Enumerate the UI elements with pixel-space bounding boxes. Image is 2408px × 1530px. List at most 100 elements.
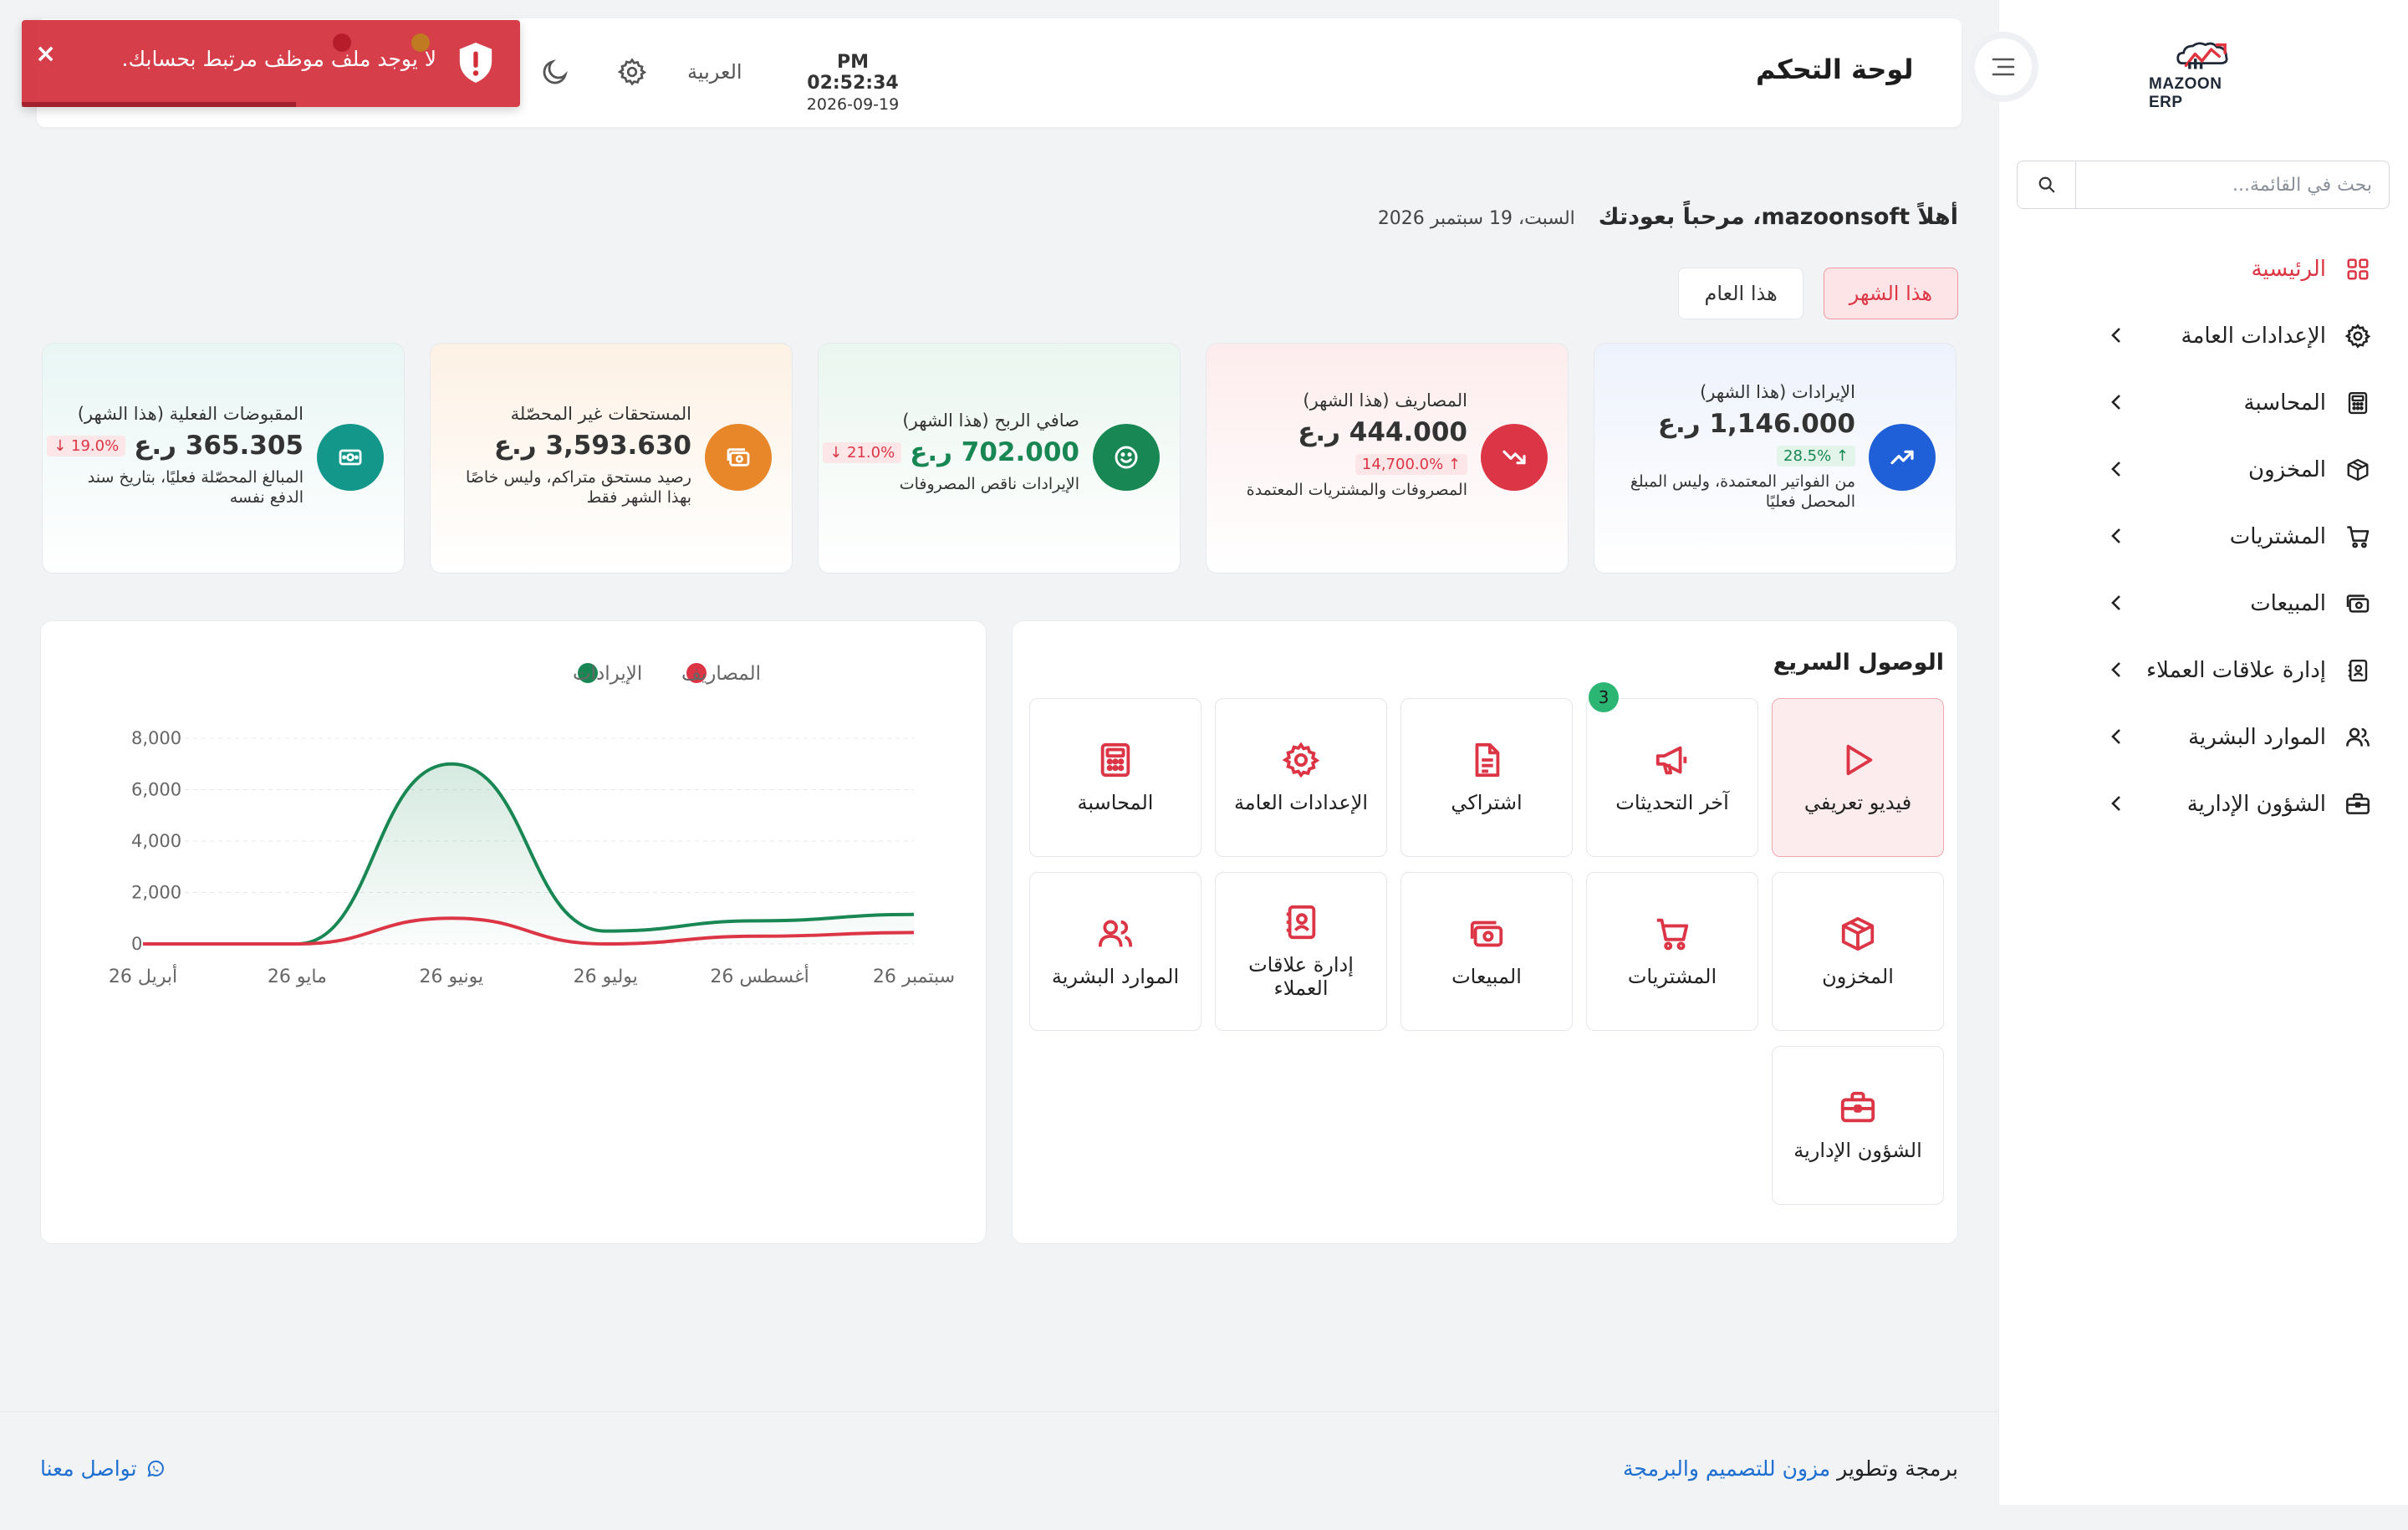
tile-label: آخر التحديثات: [1615, 791, 1729, 814]
quick-tile-purchases[interactable]: المشتريات: [1586, 872, 1758, 1031]
tile-label: الإعدادات العامة: [1233, 791, 1369, 814]
x-tick-label: أغسطس 26: [710, 964, 809, 987]
play-icon: [1846, 744, 1873, 776]
sidebar-item-hr[interactable]: الموارد البشرية: [1998, 704, 2408, 771]
sidebar-item-general-settings[interactable]: الإعدادات العامة: [1998, 303, 2408, 370]
kpi-body: صافي الربح (هذا الشهر) 702.000 ر.ع ↓ 21.…: [823, 411, 1079, 494]
smile-icon: [1093, 424, 1160, 491]
app-logo[interactable]: MAZOON ERP: [2149, 37, 2258, 112]
header-clock: PM 02:52:34 2026-09-19: [794, 52, 911, 114]
briefcase-icon: [1840, 1091, 1875, 1123]
toast-progress-bar: [22, 102, 296, 107]
quick-tile-crm[interactable]: إدارة علاقات العملاء: [1215, 872, 1387, 1031]
tab-this-month[interactable]: هذا الشهر: [1823, 268, 1958, 319]
sidebar-item-label: المشتريات: [2229, 524, 2326, 549]
sidebar-search-input[interactable]: [2076, 161, 2389, 208]
quick-tile-sales[interactable]: المبيعات: [1400, 872, 1573, 1031]
settings-gear-icon[interactable]: [615, 55, 649, 89]
cart-icon: [2343, 522, 2373, 552]
notification-badge-icon: [333, 33, 351, 52]
kpi-title: المقبوضات الفعلية (هذا الشهر): [77, 404, 304, 424]
updates-count-badge: 3: [1589, 682, 1619, 712]
welcome-row: أهلاً mazoonsoft، مرحباً بعودتك السبت، 1…: [1378, 204, 1958, 230]
calculator-icon: [2343, 388, 2373, 418]
hamburger-icon: [1992, 58, 2015, 76]
gear-icon: [2343, 321, 2373, 351]
chevron-left-icon: [2110, 326, 2122, 344]
error-toast: × لا يوجد ملف موظف مرتبط بحسابك.: [22, 20, 520, 107]
kpi-value: 3,593.630 ر.ع: [493, 431, 691, 461]
welcome-date: السبت، 19 سبتمبر 2026: [1377, 208, 1575, 229]
contact-us-link[interactable]: تواصل معنا: [40, 1456, 166, 1481]
quick-tile-latest-updates[interactable]: 3 آخر التحديثات: [1586, 682, 1758, 857]
sidebar-item-label: الموارد البشرية: [2188, 725, 2326, 750]
welcome-greeting: أهلاً mazoonsoft، مرحباً بعودتك: [1598, 204, 1958, 230]
kpi-note: الإيرادات ناقص المصروفات: [899, 475, 1079, 493]
footer-credit-prefix: برمجة وتطوير: [1837, 1456, 1958, 1481]
kpi-note: رصيد مستحق متراكم، وليس خاصًا بهذا الشهر…: [465, 468, 691, 507]
quick-tile-accounting[interactable]: المحاسبة: [1029, 698, 1201, 857]
box-icon: [2343, 455, 2373, 485]
kpi-trend-row: ↑ 28.5%: [1608, 446, 1855, 467]
sidebar-item-home[interactable]: الرئيسية: [1998, 236, 2408, 303]
quick-tile-my-subscription[interactable]: اشتراكي: [1400, 698, 1573, 857]
language-switcher[interactable]: العربية: [687, 60, 742, 84]
tab-this-year[interactable]: هذا العام: [1678, 268, 1803, 319]
sidebar-item-crm[interactable]: إدارة علاقات العملاء: [1998, 637, 2408, 704]
sidebar: MAZOON ERP الرئيسية الإعدادات العامة الم…: [1998, 0, 2408, 1505]
cash-icon: [705, 424, 772, 491]
period-tabs: هذا الشهر هذا العام: [1678, 268, 1958, 319]
sidebar-item-inventory[interactable]: المخزون: [1998, 436, 2408, 503]
trend-up-icon: [1869, 424, 1936, 491]
sidebar-item-sales[interactable]: المبيعات: [1998, 570, 2408, 637]
kpi-value: 702.000 ر.ع: [910, 437, 1079, 467]
kpi-card-net-profit[interactable]: صافي الربح (هذا الشهر) 702.000 ر.ع ↓ 21.…: [818, 343, 1181, 574]
grid-icon: [2343, 254, 2373, 284]
search-icon[interactable]: [2018, 161, 2076, 208]
tile-label: إدارة علاقات العملاء: [1248, 953, 1354, 1000]
cash-icon: [1470, 921, 1503, 947]
toast-close-button[interactable]: ×: [35, 39, 57, 69]
quick-access-panel: الوصول السريع فيديو تعريفي 3 آخر التحديث…: [1012, 620, 1958, 1244]
clock-date: 2026-09-19: [806, 95, 900, 114]
dark-mode-moon-icon[interactable]: [538, 55, 572, 89]
quick-tile-inventory[interactable]: المخزون: [1772, 872, 1944, 1031]
sidebar-item-label: المخزون: [2248, 457, 2326, 482]
quick-access-title: الوصول السريع: [1773, 650, 1944, 676]
tile-label: الموارد البشرية: [1051, 965, 1180, 988]
menu-toggle-button[interactable]: [1968, 32, 2038, 102]
kpi-card-expenses[interactable]: المصاريف (هذا الشهر) 444.000 ر.ع ↑ 14,70…: [1206, 343, 1569, 574]
kpi-note: المصروفات والمشتريات المعتمدة: [1246, 481, 1467, 499]
users-icon: [1098, 920, 1133, 947]
chevron-left-icon: [2110, 794, 2122, 813]
footer-credit-brand-link[interactable]: مزون للتصميم والبرمجة: [1623, 1456, 1831, 1481]
x-tick-label: أبريل 26: [109, 964, 177, 987]
cash-icon: [2343, 589, 2373, 619]
sidebar-nav: الرئيسية الإعدادات العامة المحاسبة المخز…: [1998, 236, 2408, 838]
kpi-card-receivables[interactable]: المستحقات غير المحصّلة 3,593.630 ر.ع رصي…: [430, 343, 793, 574]
page-title: لوحة التحكم: [1756, 54, 1914, 85]
sidebar-item-purchases[interactable]: المشتريات: [1998, 503, 2408, 570]
kpi-value-row: 3,593.630 ر.ع: [444, 431, 691, 461]
kpi-title: صافي الربح (هذا الشهر): [902, 411, 1079, 431]
kpi-card-revenue[interactable]: الإيرادات (هذا الشهر) 1,146.000 ر.ع ↑ 28…: [1594, 343, 1956, 574]
briefcase-icon: [2343, 789, 2373, 819]
kpi-value-row: 444.000 ر.ع: [1220, 417, 1467, 447]
quick-tile-intro-video[interactable]: فيديو تعريفي: [1772, 698, 1944, 857]
quick-tile-admin-affairs[interactable]: الشؤون الإدارية: [1772, 1046, 1944, 1205]
revenue-expenses-chart-panel: 8,000 6,000 4,000 2,000 0 أبريل 26 مايو 26 يوني…: [40, 620, 987, 1244]
sidebar-item-label: إدارة علاقات العملاء: [2145, 658, 2326, 683]
kpi-card-collections[interactable]: المقبوضات الفعلية (هذا الشهر) 365.305 ر.…: [42, 343, 405, 574]
quick-tile-hr[interactable]: الموارد البشرية: [1029, 872, 1201, 1031]
cart-icon: [1656, 918, 1689, 951]
sidebar-item-accounting[interactable]: المحاسبة: [1998, 370, 2408, 436]
sidebar-item-admin-affairs[interactable]: الشؤون الإدارية: [1998, 771, 2408, 838]
quick-tile-general-settings[interactable]: الإعدادات العامة: [1215, 698, 1387, 857]
tile-label: الشؤون الإدارية: [1793, 1139, 1922, 1162]
kpi-value-row: 1,146.000 ر.ع: [1608, 409, 1855, 439]
contact-us-label: تواصل معنا: [40, 1456, 137, 1481]
toast-message: لا يوجد ملف موظف مرتبط بحسابك.: [121, 47, 436, 71]
logo-text: MAZOON ERP: [2149, 75, 2222, 111]
tile-label: المخزون: [1822, 965, 1894, 988]
gear-icon: [1282, 742, 1320, 778]
